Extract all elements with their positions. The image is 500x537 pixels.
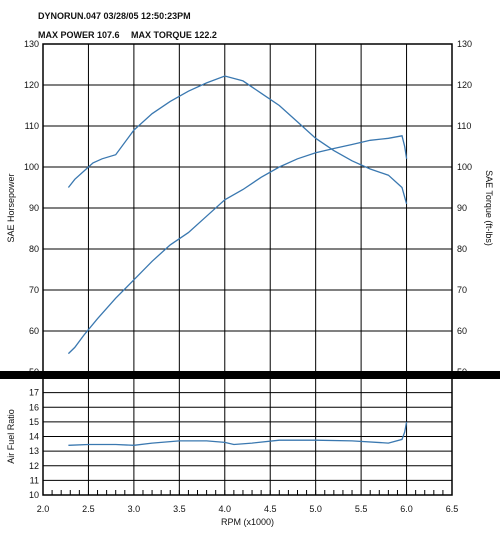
x-tick-label: 5.0 — [309, 504, 322, 514]
y2-tick-label: 80 — [457, 244, 467, 254]
y-tick-label: 60 — [29, 326, 39, 336]
x-tick-label: 6.0 — [400, 504, 413, 514]
x-axis-title: RPM (x1000) — [221, 517, 274, 527]
x-tick-label: 4.5 — [264, 504, 277, 514]
afr-y-tick-label: 16 — [29, 402, 39, 412]
afr-y-tick-label: 13 — [29, 446, 39, 456]
y2-tick-label: 110 — [457, 121, 471, 131]
y2-tick-label: 70 — [457, 285, 467, 295]
y2-tick-label: 90 — [457, 203, 467, 213]
x-tick-label: 4.0 — [219, 504, 232, 514]
y2-tick-label: 120 — [457, 80, 472, 90]
y-tick-label: 120 — [24, 80, 39, 90]
y2-tick-label: 100 — [457, 162, 472, 172]
x-tick-label: 6.5 — [446, 504, 459, 514]
y-axis-title-torque: SAE Torque (ft-lbs) — [484, 170, 494, 246]
afr-y-tick-label: 14 — [29, 432, 39, 442]
x-tick-label: 3.0 — [128, 504, 141, 514]
x-tick-label: 2.5 — [82, 504, 95, 514]
torque-curve — [67, 75, 408, 205]
max-torque-label: MAX TORQUE 122.2 — [131, 30, 217, 40]
y2-tick-label: 60 — [457, 326, 467, 336]
panel-divider-bar — [0, 371, 500, 379]
y-tick-label: 130 — [24, 39, 39, 49]
x-tick-label: 3.5 — [173, 504, 186, 514]
x-tick-label: 5.5 — [355, 504, 368, 514]
y-tick-label: 70 — [29, 285, 39, 295]
x-tick-label: 2.0 — [37, 504, 50, 514]
y-axis-title-horsepower: SAE Horsepower — [6, 173, 16, 242]
max-power-label: MAX POWER 107.6 — [38, 30, 120, 40]
y-tick-label: 90 — [29, 203, 39, 213]
afr-y-tick-label: 11 — [30, 475, 39, 485]
y-axis-title-air-fuel-ratio: Air Fuel Ratio — [6, 409, 16, 464]
y-tick-label: 100 — [24, 162, 39, 172]
afr-y-tick-label: 10 — [29, 490, 39, 500]
air-fuel-ratio-curve — [68, 421, 408, 446]
horsepower-curve — [67, 135, 408, 355]
run-header: DYNORUN.047 03/28/05 12:50:23PM — [38, 11, 191, 21]
afr-y-tick-label: 17 — [29, 388, 39, 398]
y-tick-label: 110 — [25, 121, 39, 131]
afr-y-tick-label: 12 — [29, 461, 39, 471]
y-tick-label: 80 — [29, 244, 39, 254]
y2-tick-label: 130 — [457, 39, 472, 49]
afr-y-tick-label: 15 — [29, 417, 39, 427]
